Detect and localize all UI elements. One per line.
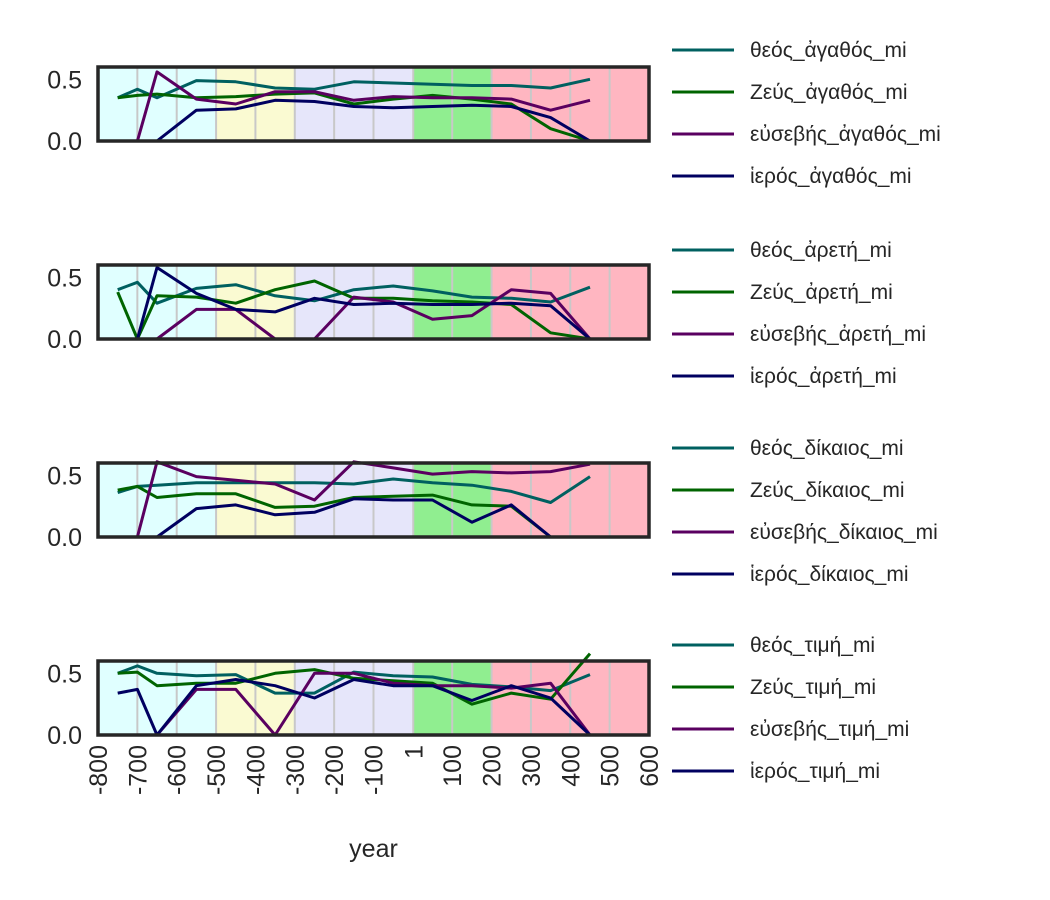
x-tick-label: 100 xyxy=(439,745,467,787)
period-band xyxy=(98,463,217,537)
legend-label: εὐσεβής_ἀγαθός_mi xyxy=(750,123,941,146)
x-tick-label: 1 xyxy=(400,745,428,759)
x-tick-label: -700 xyxy=(124,745,152,795)
x-tick-label: 200 xyxy=(479,745,507,787)
x-tick-label: 600 xyxy=(636,745,664,787)
legend-label: Ζεύς_τιμή_mi xyxy=(750,676,876,699)
legend-label: ἱερός_ἀρετή_mi xyxy=(750,365,897,388)
legend-label: εὐσεβής_δίκαιος_mi xyxy=(750,521,938,544)
x-tick-label: -100 xyxy=(361,745,389,795)
y-tick-label: 0.0 xyxy=(47,722,82,750)
legend-label: εὐσεβής_τιμή_mi xyxy=(750,718,909,741)
x-tick-label: -200 xyxy=(321,745,349,795)
panel-frame xyxy=(96,263,651,341)
legend-label: εὐσεβής_ἀρετή_mi xyxy=(750,323,926,346)
series-line xyxy=(117,497,590,539)
legend-2: θεός_ἀρετή_mi Ζεύς_ἀρετή_mi εὐσεβής_ἀρετή_… xyxy=(672,239,926,388)
y-tick-label: 0.0 xyxy=(47,326,82,354)
panel-frame xyxy=(96,65,651,143)
x-tick-label: -600 xyxy=(164,745,192,795)
period-band xyxy=(98,67,217,141)
panel-2: 0.0 0.5 xyxy=(47,263,651,354)
x-tick-label: -400 xyxy=(242,745,270,795)
series-line xyxy=(117,91,591,143)
legend-label: θεός_δίκαιος_mi xyxy=(750,437,904,460)
x-tick-label: 500 xyxy=(597,745,625,787)
panel-frame xyxy=(96,659,651,737)
y-tick-label: 0.5 xyxy=(47,660,82,688)
series-line xyxy=(117,475,591,504)
panel-4: 0.0 0.5 xyxy=(47,652,651,750)
legend-label: θεός_ἀρετή_mi xyxy=(750,239,892,262)
panel-frame xyxy=(96,461,651,539)
legend-label: ἱερός_ἀγαθός_mi xyxy=(750,165,912,188)
x-tick-label: -500 xyxy=(203,745,231,795)
legend-1: θεός_ἀγαθός_mi Ζεύς_ἀγαθός_mi εὐσεβής_ἀγαθ… xyxy=(672,39,941,188)
x-axis-label: year xyxy=(349,835,398,863)
y-tick-label: 0.0 xyxy=(47,524,82,552)
x-tick-label: 300 xyxy=(518,745,546,787)
series-line xyxy=(117,266,591,341)
legend-3: θεός_δίκαιος_mi Ζεύς_δίκαιος_mi εὐσεβής_δί… xyxy=(672,437,938,586)
series-line xyxy=(117,484,590,539)
legend-label: θεός_τιμή_mi xyxy=(750,634,875,657)
legend-label: ἱερός_δίκαιος_mi xyxy=(750,563,909,586)
legend-label: Ζεύς_ἀγαθός_mi xyxy=(750,81,908,104)
series-line xyxy=(117,678,592,737)
y-tick-label: 0.0 xyxy=(47,128,82,156)
legend-label: ἱερός_τιμή_mi xyxy=(750,760,880,783)
panel-1: 0.0 0.5 xyxy=(47,65,651,156)
legend-4: θεός_τιμή_mi Ζεύς_τιμή_mi εὐσεβής_τιμή_mi ἱ… xyxy=(672,634,909,783)
y-tick-label: 0.5 xyxy=(47,264,82,292)
y-tick-label: 0.5 xyxy=(47,66,82,94)
series-line xyxy=(117,288,592,341)
legend-label: θεός_ἀγαθός_mi xyxy=(750,39,907,62)
series-line xyxy=(117,280,591,305)
x-tick-label: -800 xyxy=(85,745,113,795)
x-tick-label: 400 xyxy=(557,745,585,787)
y-tick-label: 0.5 xyxy=(47,462,82,490)
x-axis: -800 -700 -600 -500 -400 -300 -200 -100 1 100 200 3… xyxy=(85,745,664,863)
series-line xyxy=(117,98,591,143)
legend-label: Ζεύς_δίκαιος_mi xyxy=(750,479,905,502)
legend-label: Ζεύς_ἀρετή_mi xyxy=(750,281,893,304)
x-tick-label: -300 xyxy=(282,745,310,795)
panel-3: 0.0 0.5 xyxy=(47,460,651,552)
series-line xyxy=(117,70,591,143)
